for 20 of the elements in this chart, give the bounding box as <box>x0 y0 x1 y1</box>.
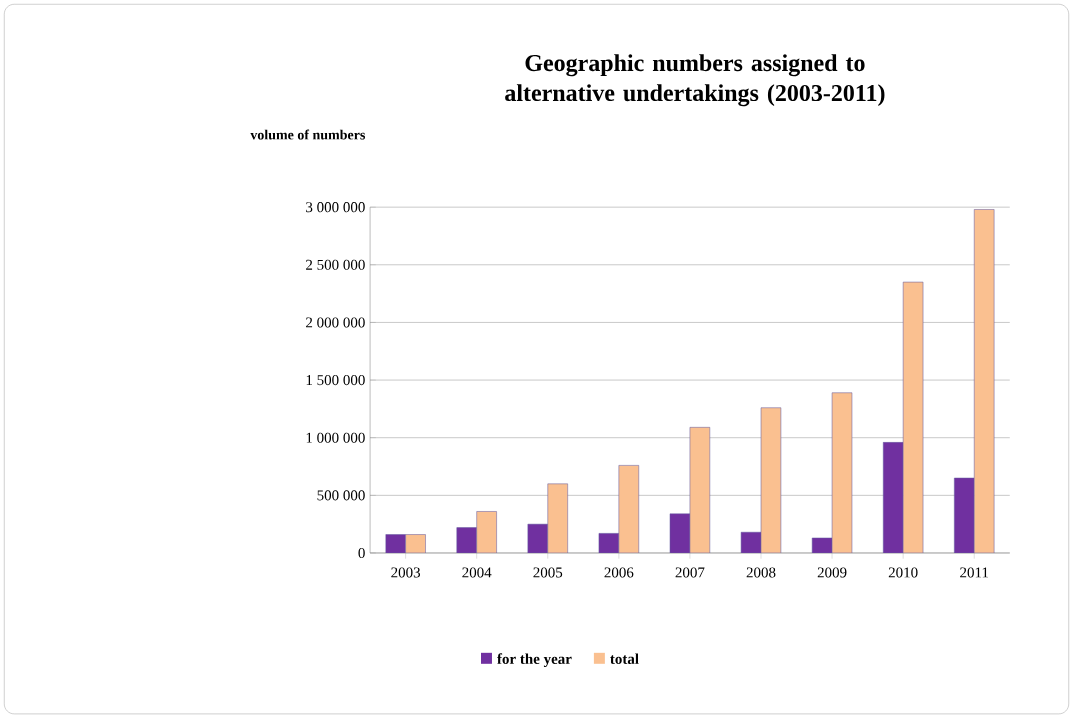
y-tick-label: 2 500 000 <box>306 259 365 270</box>
y-tick-label: 0 <box>358 547 365 558</box>
y-tick-label: 1 500 000 <box>306 374 365 386</box>
x-tick-label: 2010 <box>888 567 918 578</box>
chart-title: Geographic numbers assigned to alternative undertakings (2003-2011) <box>505 54 885 107</box>
legend-label: total <box>610 653 639 664</box>
x-tick-label: 2003 <box>391 567 421 578</box>
legend-label: for the year <box>497 653 572 667</box>
x-tick-label: 2009 <box>817 567 847 578</box>
x-tick-label: 2006 <box>604 567 634 578</box>
x-tick-label: 2008 <box>746 567 776 578</box>
y-axis-title: volume of numbers <box>250 129 366 140</box>
y-tick-label: 3 000 000 <box>306 202 365 213</box>
y-tick-label: 500 000 <box>317 490 365 501</box>
x-tick-label: 2007 <box>675 567 705 578</box>
y-tick-label: 1 000 000 <box>306 432 365 443</box>
x-tick-label: 2005 <box>533 567 563 578</box>
x-tick-label: 2011 <box>960 567 989 578</box>
y-tick-label: 2 000 000 <box>306 317 365 328</box>
x-tick-label: 2004 <box>462 567 492 578</box>
